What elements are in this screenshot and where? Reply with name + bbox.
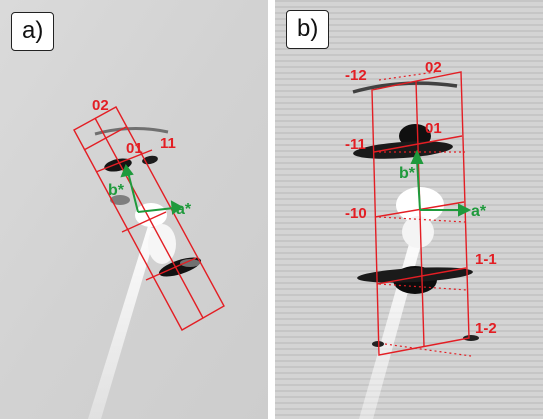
lattice-line-3 (121, 211, 167, 233)
dotted-line-m10 (378, 216, 466, 223)
a-star-arrowhead-b (458, 203, 472, 217)
diffraction-spot-inner (110, 195, 130, 205)
beam-halo-b (402, 216, 434, 248)
beam-stop-shaft (88, 226, 157, 419)
miller-label-neg12: -12 (345, 67, 367, 84)
lattice-line-vertical-b (415, 80, 425, 347)
panel-a-image: 02 01 11 b* a* (0, 0, 268, 419)
b-star-arrowhead (120, 163, 134, 178)
miller-label-02-b: 02 (425, 59, 442, 76)
lattice-grid-a (73, 106, 225, 331)
miller-label-01: 01 (126, 140, 143, 157)
a-star-label-b: a* (471, 203, 487, 220)
diffraction-band-1-1-b (357, 267, 473, 283)
lattice-line-b3 (376, 267, 467, 285)
lattice-outline-b (371, 71, 470, 356)
a-star-label: a* (176, 201, 192, 218)
panel-b: -12 02 -11 01 -10 1-1 1-2 b* a* b) (275, 0, 543, 419)
miller-label-neg11: -11 (345, 136, 366, 153)
panel-a-label: a) (11, 12, 55, 51)
panel-a-background (0, 0, 268, 419)
lattice-line-b1 (373, 135, 463, 153)
beam-stop-halo (148, 224, 176, 264)
diffraction-band-11-b (353, 141, 453, 159)
miller-label-1-1: 1-1 (475, 251, 497, 268)
panel-a: 02 01 11 b* a* a) (0, 0, 268, 419)
reciprocal-vectors-b (410, 149, 472, 217)
panel-b-image: -12 02 -11 01 -10 1-1 1-2 b* a* (275, 0, 543, 419)
b-star-label-b: b* (399, 165, 416, 182)
lattice-grid-b (371, 71, 470, 356)
miller-label-1-2: 1-2 (475, 320, 497, 337)
diffraction-spot-lower-glow (180, 259, 200, 267)
lattice-line-2 (95, 149, 153, 173)
a-star-arrowhead (170, 200, 183, 215)
b-star-vector-b (416, 159, 421, 211)
diffraction-spot-1-2-b (372, 341, 384, 347)
reciprocal-vectors-a (120, 163, 183, 215)
a-star-vector (137, 207, 175, 213)
b-star-arrowhead-b (410, 149, 424, 164)
lattice-dotted-b (378, 71, 472, 357)
panel-b-label: b) (286, 10, 330, 49)
diffraction-arc-02 (94, 126, 169, 136)
miller-label-neg10: -10 (345, 205, 367, 222)
miller-label-01-b: 01 (425, 120, 442, 137)
lattice-line-1 (83, 126, 127, 151)
diffraction-spot-1-2-right-b (463, 335, 479, 341)
b-star-label: b* (108, 182, 125, 199)
miller-label-11: 11 (160, 135, 176, 152)
b-star-vector (127, 171, 139, 213)
lattice-line-vertical (94, 117, 204, 319)
lattice-line-4 (145, 257, 197, 281)
miller-label-02: 02 (92, 97, 109, 114)
lattice-outline-a (73, 106, 225, 331)
